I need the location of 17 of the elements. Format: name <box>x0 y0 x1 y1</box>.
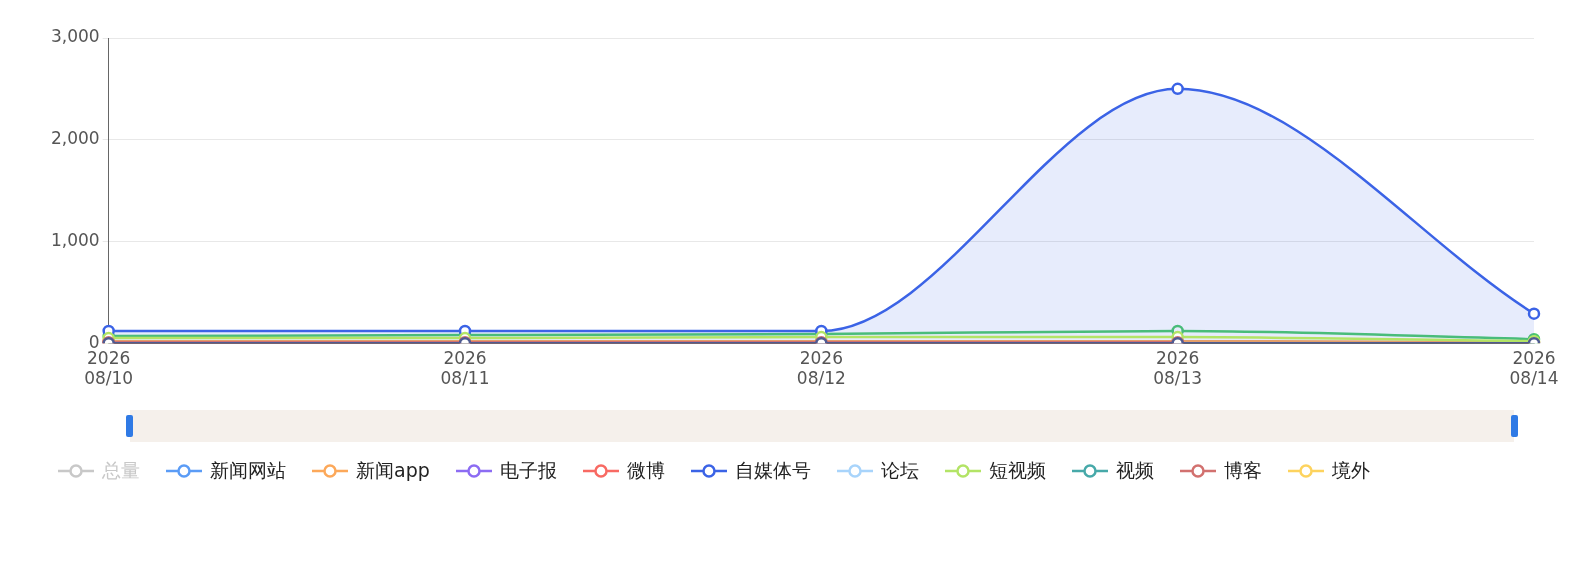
y-tick-label: 3,000 <box>51 26 100 47</box>
legend-label: 短视频 <box>988 458 1046 483</box>
y-tick-label: 1,000 <box>51 229 100 250</box>
legend-label: 新闻app <box>356 458 430 483</box>
x-tick-label: 2026 08/11 <box>440 347 490 389</box>
legend-label: 境外 <box>1331 458 1370 483</box>
y-tick-label: 2,000 <box>51 128 100 149</box>
legend-label: 微博 <box>626 458 665 483</box>
x-tick-label: 2026 08/14 <box>1509 347 1559 389</box>
legend-label: 电子报 <box>499 458 557 483</box>
x-tick-label: 2026 08/13 <box>1153 347 1203 389</box>
legend-label: 论坛 <box>880 458 919 483</box>
legend-label: 自媒体号 <box>734 458 811 483</box>
legend-label: 博客 <box>1223 458 1262 483</box>
legend-label: 视频 <box>1115 458 1154 483</box>
legend-label: 新闻网站 <box>210 458 286 483</box>
x-tick-label: 2026 08/12 <box>796 347 846 389</box>
